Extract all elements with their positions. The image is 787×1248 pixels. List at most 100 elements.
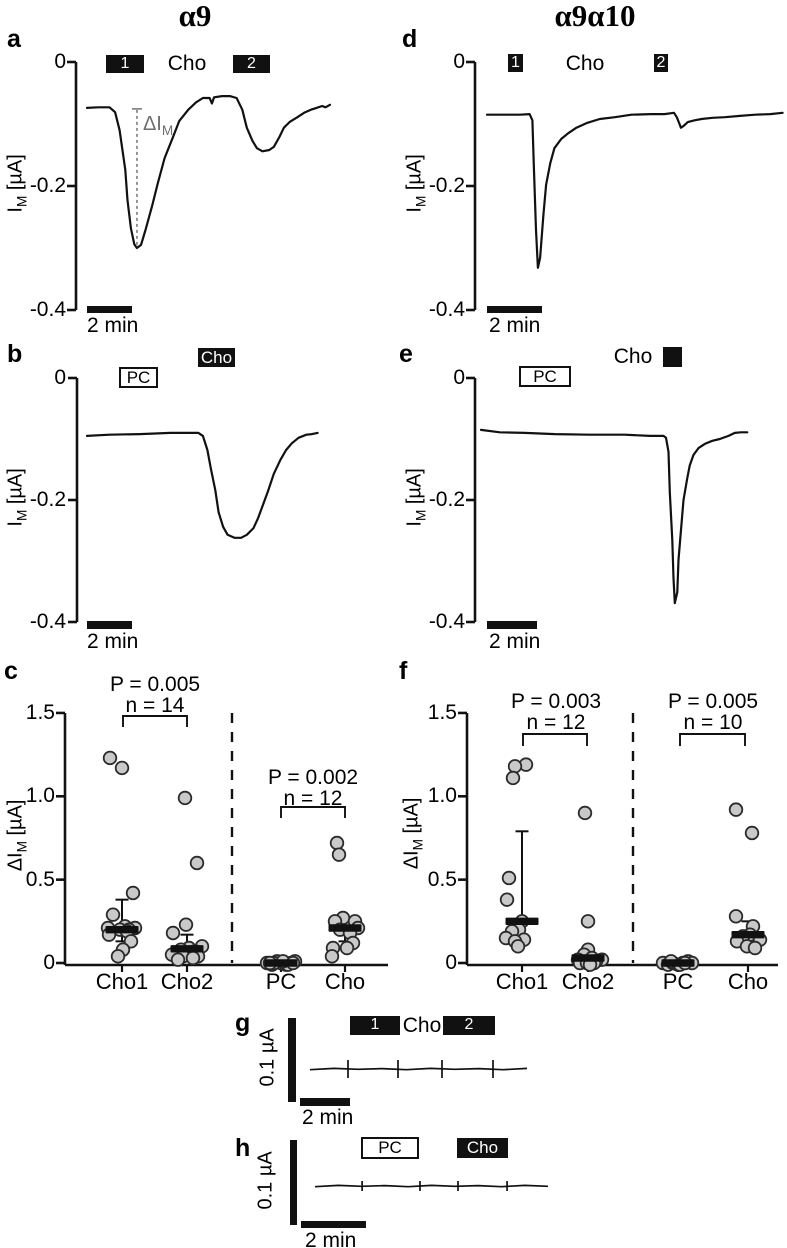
panel-e-drug-marker-pc-label: PC [533,367,557,386]
panel-g-drug-label-cho: Cho [402,1014,442,1037]
panel-letter-b: b [7,340,23,368]
panel-d-trace [485,111,784,269]
panel-e-y-tick-label-2: -0.4 [428,610,465,633]
panel-c-y-axis-label: ΔIM [µA] [4,799,30,872]
panel-g-amplitude-scalebar [288,1018,296,1102]
panel-f-y-axis-label: ΔIM [µA] [400,797,426,870]
panel-h-amplitude-scale-label: 0.1 µA [254,1151,277,1210]
panel-c-median-bar [105,925,139,934]
panel-c-data-point [339,940,355,956]
panel-f-y-tick-label-1: 0.5 [427,867,457,891]
panel-e-drug-label-cho: Cho [613,345,653,368]
panel-a-drug-label-cho: Cho [167,52,207,75]
panel-h-drug-marker-pc-label: PC [378,1138,402,1157]
panel-c-data-point [329,835,345,851]
panel-f-pvalue-1: P = 0.005 [667,690,759,713]
panel-c-y-tick-label-0: 0 [43,951,55,974]
panel-c-category-cho2-1: Cho2 [160,969,214,994]
panel-c-data-point [114,760,130,776]
panel-c-y-tick-label-1: 0.5 [25,867,55,891]
panel-g-time-scalebar [300,1098,350,1106]
panel-f-median-bar [731,930,765,939]
panel-f-nvalue-0: n = 12 [526,711,586,734]
panel-c-data-point [177,790,193,806]
panel-letter-e: e [399,340,413,368]
panel-c-category-pc-2: PC [265,969,297,994]
panel-f-median-bar [505,917,539,926]
column-title-a9: α9 [178,0,212,33]
panel-c-pvalue-0: P = 0.005 [109,673,201,696]
panel-f-data-point [505,770,521,786]
panel-d-drug-marker-bar1 [508,54,523,72]
panel-letter-a: a [7,25,21,53]
panel-f-comparison-bracket [522,733,588,746]
panel-f-data-point [507,759,523,774]
panel-b-drug-marker-pc-label: PC [126,368,151,387]
panel-a-y-tick-label-2: -0.4 [29,298,66,321]
panel-c-data-point [331,847,347,862]
panel-b-time-scale-label: 2 min [87,630,139,653]
panel-g-drug-marker-bar2 [443,1016,495,1035]
panel-e-y-tick-label-1: -0.2 [428,488,465,511]
panel-letter-d: d [402,25,418,53]
panel-f-median-bar [661,959,695,967]
panel-b-drug-marker-pc [119,367,158,388]
panel-c-y-tick-label-2: 1.0 [25,784,55,808]
panel-c-comparison-bracket [280,806,346,818]
panel-g-amplitude-scale-label: 0.1 µA [256,1028,279,1087]
panel-letter-f: f [399,657,408,685]
panel-c-data-point [105,907,121,922]
panel-c-data-point [178,917,194,932]
panel-f-data-point [728,909,744,924]
column-title-a9a10: α9α10 [554,0,636,33]
panel-f-category-cho-3: Cho [727,969,769,994]
panel-g-time-scale-label: 2 min [302,1106,354,1129]
panel-b-y-axis-label: IM [µA] [4,468,30,527]
panel-c-nvalue-0: n = 14 [125,694,185,717]
panel-c-data-point [170,952,186,967]
panel-f-data-point [744,825,760,841]
panel-f-y-tick-label-3: 1.5 [427,700,457,724]
panel-c-category-cho1-0: Cho1 [95,969,149,994]
panel-c-pvalue-1: P = 0.002 [267,766,359,789]
panel-f-data-point [510,939,526,954]
panel-h-drug-marker-cho-label: Cho [466,1138,499,1157]
panel-a-drug-marker-bar2 [233,55,270,73]
panel-g-trace [309,1067,528,1071]
panel-a-drug-marker-bar2-label: 2 [247,55,256,72]
panel-h-amplitude-scalebar [290,1140,297,1225]
panel-d-drug-marker-bar2 [654,54,668,72]
panel-b-y-tick-label-1: -0.2 [29,488,66,511]
panel-d-y-axis-label: IM [µA] [403,154,429,213]
panel-c-median-bar [264,959,298,967]
panel-g-drug-marker-bar2-label: 2 [464,1016,474,1033]
panel-c-data-point [324,949,340,964]
panel-c-data-point [102,750,118,766]
panel-d-time-scalebar [487,306,542,313]
panel-e-y-axis-label: IM [µA] [403,468,429,527]
panel-f-comparison-bracket [679,733,746,746]
panel-h-drug-marker-cho [457,1138,508,1158]
panel-d-time-scale-label: 2 min [489,314,541,337]
panel-f-nvalue-1: n = 10 [683,711,743,734]
panel-b-y-tick-label-2: -0.4 [29,610,66,633]
panel-d-drug-label-cho: Cho [565,52,605,75]
panel-h-drug-marker-pc [361,1137,419,1159]
panel-f-data-point [501,870,517,886]
panel-c-data-point [185,950,201,966]
panel-f-category-cho1-0: Cho1 [495,969,549,994]
panel-c-nvalue-1: n = 12 [283,787,343,810]
panel-c-data-point [189,855,205,871]
panel-a-delta-label: ΔIM [142,112,174,138]
panel-d-drug-marker-bar2-label: 2 [656,54,666,71]
panel-g-drug-marker-bar1 [350,1016,400,1035]
panel-letter-c: c [4,657,18,685]
panel-c-comparison-bracket [122,715,188,727]
panel-a-time-scalebar [87,306,132,313]
panel-f-y-tick-label-0: 0 [445,951,457,974]
panel-h-time-scale-label: 2 min [305,1229,357,1248]
panel-e-time-scalebar [487,621,537,629]
panel-e-drug-marker-pc [519,366,571,387]
panel-b-trace [85,431,319,539]
